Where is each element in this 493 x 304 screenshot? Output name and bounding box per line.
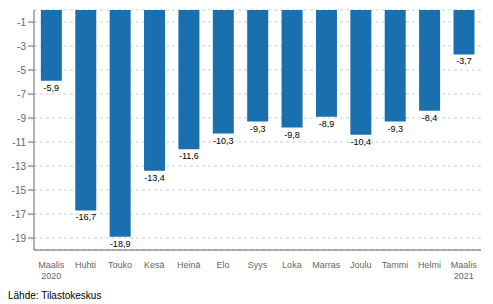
svg-text:-5: -5 (17, 65, 26, 76)
svg-text:-9,8: -9,8 (284, 130, 300, 140)
svg-text:-9: -9 (17, 113, 26, 124)
svg-text:-19: -19 (12, 233, 27, 244)
svg-text:-1: -1 (17, 17, 26, 28)
svg-text:-15: -15 (12, 185, 27, 196)
svg-text:-3: -3 (17, 41, 26, 52)
svg-text:-17: -17 (12, 209, 27, 220)
svg-text:-11,6: -11,6 (179, 151, 199, 161)
svg-text:Huhti: Huhti (75, 260, 96, 270)
svg-text:Marras: Marras (312, 260, 341, 270)
svg-text:-10,3: -10,3 (213, 136, 234, 146)
svg-text:-7: -7 (17, 89, 26, 100)
svg-text:Loka: Loka (282, 260, 302, 270)
svg-text:Helmi: Helmi (418, 260, 441, 270)
svg-text:Heinä: Heinä (177, 260, 201, 270)
svg-text:Syys: Syys (248, 260, 268, 270)
svg-text:-8,9: -8,9 (319, 119, 335, 129)
svg-text:-16,7: -16,7 (76, 212, 97, 222)
svg-text:Maalis2020: Maalis2020 (38, 260, 65, 281)
svg-text:Joulu: Joulu (350, 260, 372, 270)
svg-text:-8,4: -8,4 (422, 113, 438, 123)
svg-text:Elo: Elo (217, 260, 230, 270)
svg-text:Kesä: Kesä (144, 260, 165, 270)
svg-text:-13: -13 (12, 161, 27, 172)
svg-text:-5,9: -5,9 (44, 83, 60, 93)
svg-text:-13,4: -13,4 (144, 173, 165, 183)
html-text:Lähde: Tilastokeskus: Lähde: Tilastokeskus (8, 290, 102, 301)
svg-text:-10,4: -10,4 (351, 137, 372, 147)
svg-text:-9,3: -9,3 (250, 124, 266, 134)
svg-text:Tammi: Tammi (382, 260, 409, 270)
svg-text:Maalis2021: Maalis2021 (451, 260, 478, 281)
svg-text:-18,9: -18,9 (110, 239, 131, 249)
svg-text:-11: -11 (12, 137, 26, 148)
svg-text:-9,3: -9,3 (387, 124, 403, 134)
svg-text:-3,7: -3,7 (456, 56, 472, 66)
svg-text:Touko: Touko (108, 260, 132, 270)
